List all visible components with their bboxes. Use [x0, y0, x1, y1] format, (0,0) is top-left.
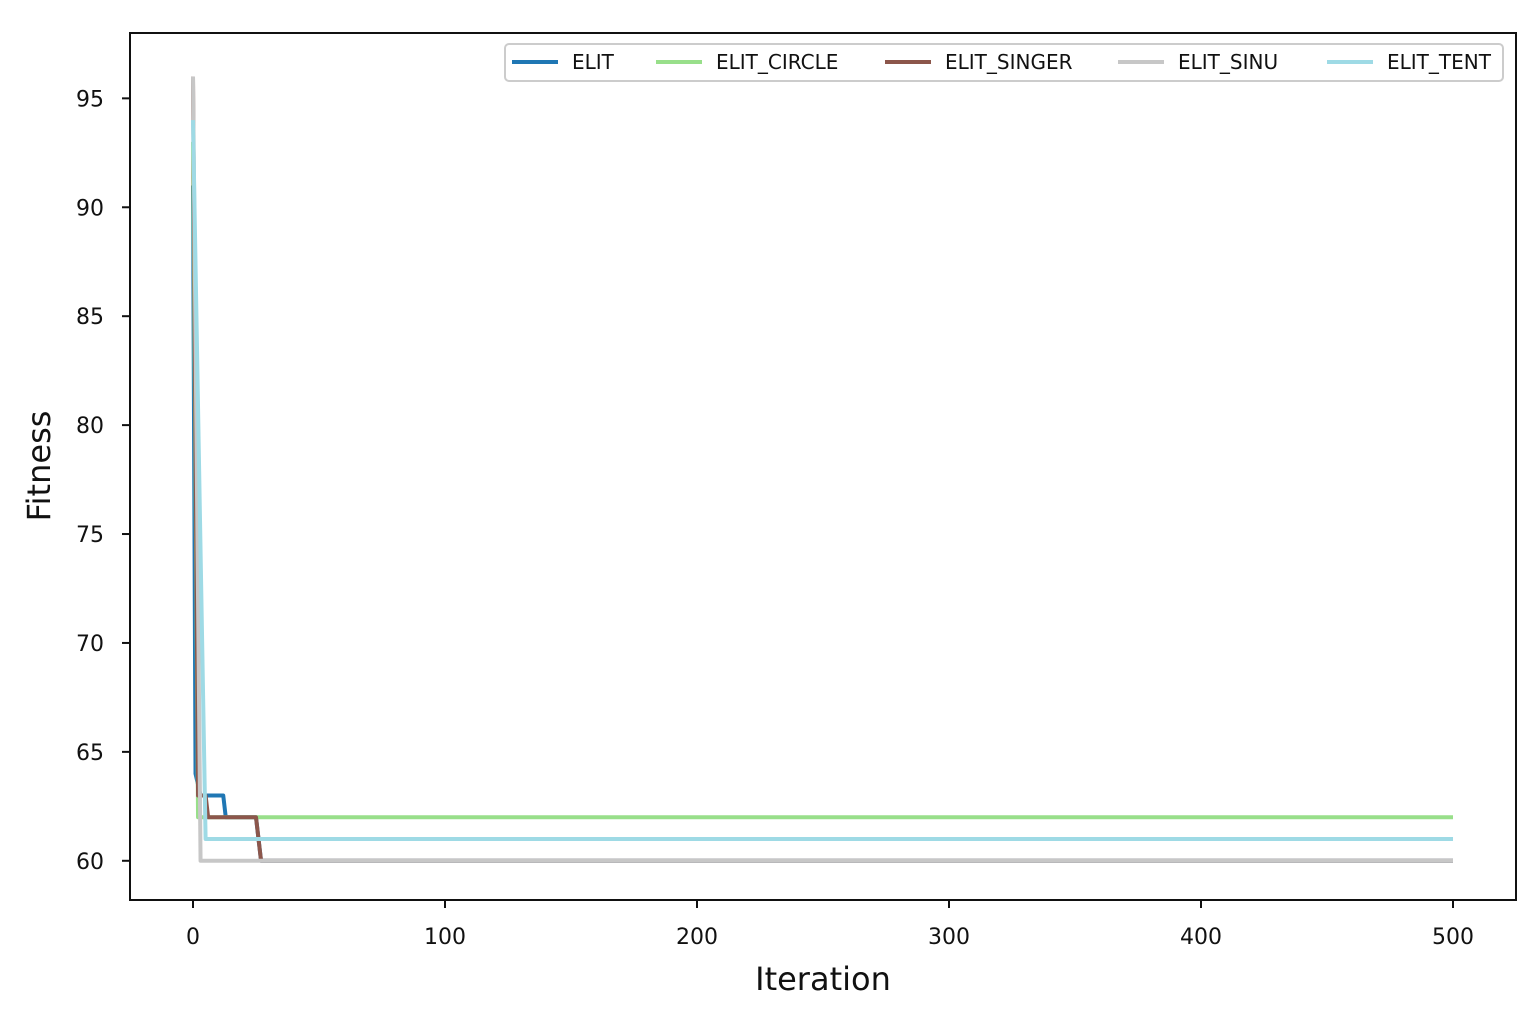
x-tick-label: 400 — [1180, 925, 1222, 950]
legend-entry-label: ELIT_SINU — [1178, 50, 1278, 74]
y-tick-label: 80 — [76, 414, 104, 439]
y-axis-label: Fitness — [20, 411, 58, 522]
legend: ELIT ELIT_CIRCLE ELIT_SINGER ELIT_SINU ELIT_… — [504, 43, 1504, 82]
ticks-layer: 0 100 200 300 400 500 60 65 70 75 80 85 90 95 — [76, 87, 1474, 950]
x-tick-label: 0 — [186, 925, 200, 950]
x-tick-label: 500 — [1432, 925, 1474, 950]
plot-frame — [129, 32, 1517, 901]
y-tick-label: 90 — [76, 196, 104, 221]
y-tick-label: 60 — [76, 850, 104, 875]
legend-entry-label: ELIT_CIRCLE — [716, 50, 838, 74]
y-tick-label: 85 — [76, 305, 104, 330]
series-layer — [191, 76, 1453, 863]
y-tick-label: 65 — [76, 741, 104, 766]
legend-entry-label: ELIT — [572, 50, 615, 74]
x-tick-label: 100 — [424, 925, 466, 950]
legend-box — [504, 43, 1504, 82]
x-axis-label: Iteration — [755, 960, 891, 998]
y-tick-label: 75 — [76, 523, 104, 548]
legend-entry-label: ELIT_SINGER — [945, 50, 1073, 74]
y-tick-label: 70 — [76, 632, 104, 657]
series-line-elit-tent — [191, 120, 1453, 842]
x-tick-label: 200 — [676, 925, 718, 950]
y-tick-label: 95 — [76, 87, 104, 112]
x-tick-label: 300 — [928, 925, 970, 950]
legend-entry-label: ELIT_TENT — [1387, 50, 1492, 74]
